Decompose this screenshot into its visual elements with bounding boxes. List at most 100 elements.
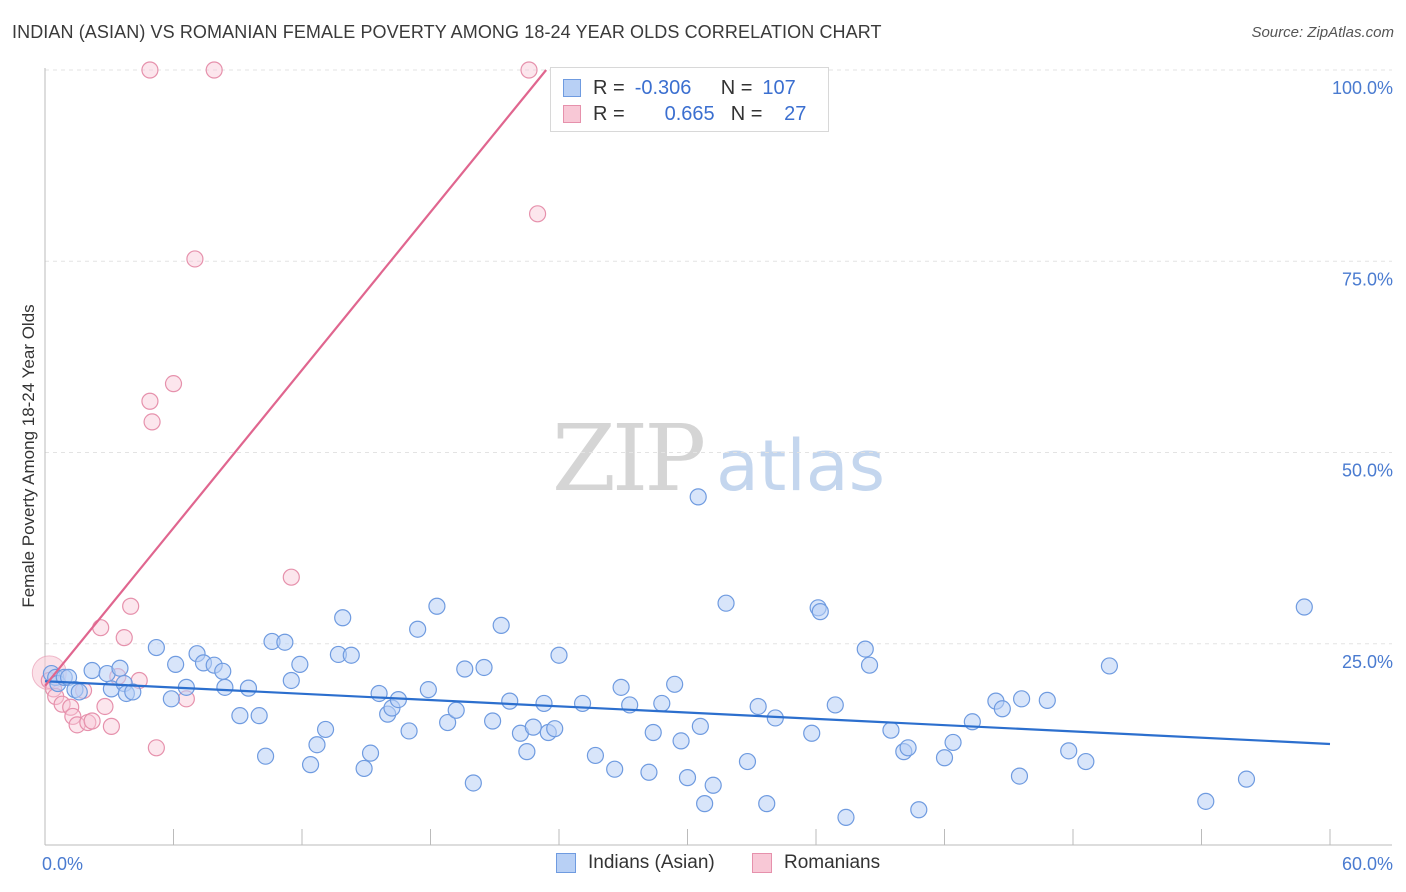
x-tick-label-0: 0.0% <box>42 854 83 874</box>
y-tick-label-0: 25.0% <box>1342 652 1393 672</box>
indians-point <box>216 678 234 696</box>
legend-swatch-indians <box>563 79 581 97</box>
x-tick-label-1: 60.0% <box>1342 854 1393 874</box>
indians-point <box>400 722 418 740</box>
indians-point <box>803 724 821 742</box>
indians-point <box>276 633 294 651</box>
romanians-point <box>102 717 120 735</box>
indians-point <box>689 488 707 506</box>
indians-point <box>316 720 335 739</box>
indians-point <box>256 747 275 765</box>
indians-point <box>334 609 352 627</box>
y-tick-label-2: 75.0% <box>1342 269 1393 289</box>
indians-point <box>1038 691 1056 709</box>
romanians-point <box>96 697 114 716</box>
indians-point <box>546 720 564 738</box>
series-legend-romanians[interactable]: Romanians <box>752 852 880 874</box>
indians-point <box>214 662 232 680</box>
indians-point <box>993 700 1011 718</box>
indians-point <box>856 640 874 658</box>
romanians-point <box>520 61 538 79</box>
series-swatch-indians <box>556 853 576 873</box>
indians-point <box>899 739 917 757</box>
indians-point <box>409 620 427 638</box>
indians-point <box>1295 598 1313 616</box>
gridlines <box>45 69 1392 645</box>
romanians-point <box>83 712 101 730</box>
series-swatch-romanians <box>752 853 772 873</box>
indians-point <box>704 776 722 794</box>
indians-point <box>860 656 879 674</box>
indians-point <box>717 594 735 612</box>
romanians-point <box>186 250 204 268</box>
indians-point <box>456 660 474 678</box>
indians-point <box>231 707 249 725</box>
indians-point <box>573 694 592 713</box>
indians-trendline <box>44 680 1331 746</box>
indians-point <box>586 746 605 765</box>
y-axis-label: Female Poverty Among 18-24 Year Olds <box>19 304 38 607</box>
indians-point <box>301 756 320 774</box>
indians-point <box>826 696 844 714</box>
chart-source: Source: ZipAtlas.com <box>1251 24 1394 41</box>
romanians-trendline <box>44 69 548 687</box>
legend-r-label: R = <box>593 102 625 125</box>
indians-point <box>612 678 630 696</box>
indians-point <box>910 801 928 819</box>
indians-point <box>484 712 502 730</box>
indians-point <box>1237 770 1256 788</box>
indians-point <box>837 808 855 827</box>
indians-point <box>606 760 624 778</box>
indians-point <box>749 697 767 716</box>
indians-point <box>944 733 962 752</box>
indians-point <box>239 679 258 697</box>
romanians-point <box>141 392 159 410</box>
legend-n-label: N = <box>730 102 763 125</box>
series-label-romanians: Romanians <box>784 852 881 873</box>
indians-point <box>162 690 180 708</box>
indians-point <box>342 646 360 664</box>
indians-point <box>935 749 954 767</box>
indians-point <box>167 655 185 674</box>
series-legend: Indians (Asian) Romanians <box>0 852 1406 876</box>
indians-point <box>518 743 536 761</box>
watermark-zip: ZIP <box>552 405 703 512</box>
indians-point <box>475 658 493 677</box>
indians-point <box>691 717 709 735</box>
indians-point <box>1197 792 1215 810</box>
legend-row-romanians: R = 0.665 N = 27 <box>563 102 806 126</box>
indians-point <box>666 675 684 693</box>
indians-point <box>811 603 829 621</box>
legend-r-value: -0.306 <box>634 76 692 99</box>
indians-point <box>70 683 88 701</box>
indians-point <box>550 646 568 664</box>
indians-point <box>535 694 553 713</box>
indians-point <box>291 655 309 674</box>
y-tick-label-1: 50.0% <box>1342 461 1393 481</box>
indians-point <box>1077 752 1095 771</box>
indians-point <box>501 692 519 710</box>
romanians-point <box>147 739 165 757</box>
legend-n-label: N = <box>720 76 753 99</box>
romanians-point <box>64 707 82 726</box>
indians-point <box>439 713 457 732</box>
indians-point <box>308 736 326 754</box>
indians-point <box>124 683 142 701</box>
watermark: ZIP atlas <box>552 405 885 512</box>
romanians-point <box>143 413 161 431</box>
legend-n-value: 27 <box>784 102 807 125</box>
legend-swatch-romanians <box>563 105 581 123</box>
series-legend-indians[interactable]: Indians (Asian) <box>556 852 715 874</box>
trendlines <box>44 69 1331 746</box>
watermark-atlas: atlas <box>716 425 885 507</box>
indians-point <box>282 671 300 690</box>
series-label-indians: Indians (Asian) <box>588 852 715 873</box>
romanians-point <box>282 568 300 586</box>
indians-point <box>361 744 380 762</box>
indians-point <box>653 694 671 713</box>
correlation-legend: R = -0.306 N = 107 R = 0.665 N = 27 <box>550 67 829 132</box>
indians-point <box>1060 742 1078 760</box>
romanians-point <box>92 619 110 637</box>
indians-point <box>738 752 757 771</box>
